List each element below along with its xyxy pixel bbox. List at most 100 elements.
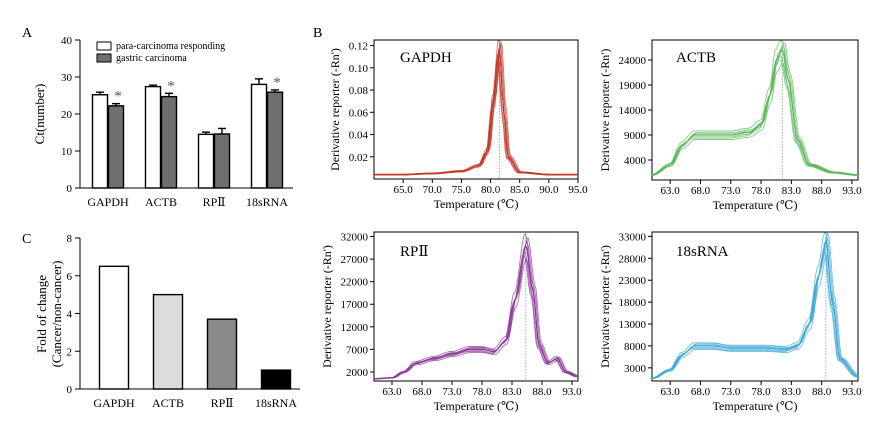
melt-18srna-ytick-label: 33000 <box>619 231 647 243</box>
panel-c-ytick-label: 4 <box>67 309 73 321</box>
panel-a-bar-gapdh-gastric-carcinoma <box>107 105 125 189</box>
panel-a-xtick-label: 18sRNA <box>246 195 288 209</box>
panel-a-bar-rp-para-carcinoma <box>197 133 215 189</box>
melt-rp-ytick-label: 12000 <box>341 322 369 334</box>
melt-18srna-curve <box>651 244 858 379</box>
melt-gapdh-ytick-label: 0.08 <box>349 85 369 97</box>
melt-rp-xtick-label: 93.0 <box>562 386 582 398</box>
melt-18srna-frame <box>651 231 859 382</box>
legend-swatch-para-carcinoma <box>96 41 112 51</box>
melt-gapdh-ytick-label: 0.12 <box>349 41 368 53</box>
panel-a-bar-gapdh-para-carcinoma <box>91 94 109 189</box>
melt-18srna-xlabel: Temperature (℃) <box>713 399 798 413</box>
melt-actb-xtick-label: 78.0 <box>751 185 771 197</box>
melt-actb-ytick-label: 24000 <box>619 55 647 67</box>
melt-18srna-curve <box>652 253 859 380</box>
panel-c-xtick-label: 18sRNA <box>255 396 297 410</box>
melt-actb-xtick-label: 93.0 <box>842 185 862 197</box>
panel-c-ylabel-line2: (Cancer/non-cancer) <box>49 261 64 368</box>
panel-c-xtick-label: ACTB <box>152 396 184 410</box>
panel-a-xtick-label: GAPDH <box>87 195 129 209</box>
panel-c-bar-18srna <box>260 369 292 390</box>
melt-18srna-title: 18sRNA <box>676 244 729 260</box>
melt-actb-xtick-label: 63.0 <box>661 185 681 197</box>
melt-18srna-xtick-label: 83.0 <box>782 386 802 398</box>
panel-c-bar-chart: Fold of change (Cancer/non-cancer) 0 2 4 6 8… <box>34 233 300 410</box>
melt-gapdh-curve <box>374 40 578 175</box>
melt-gapdh-ytick-label: 0.10 <box>349 63 369 75</box>
panel-a-bar-18srna-gastric-carcinoma <box>266 91 284 189</box>
panel-a-ytick-label: 0 <box>67 183 73 195</box>
panel-c-bar-rp <box>206 318 238 390</box>
melt-18srna-xtick-label: 68.0 <box>691 386 711 398</box>
melt-rp-ytick-label: 32000 <box>341 232 369 244</box>
melt-actb-curve <box>651 54 858 176</box>
panel-c-ylabel-line1: Fold of change <box>34 275 49 353</box>
melt-rp-ytick-label: 17000 <box>341 299 369 311</box>
panel-a-significance-star: * <box>273 75 281 91</box>
melt-rp-xtick-label: 63.0 <box>382 386 402 398</box>
melt-18srna-curve <box>651 251 858 379</box>
melt-rp-ytick-label: 7000 <box>346 344 369 356</box>
melt-18srna-ytick-label: 28000 <box>619 253 647 265</box>
melt-rp-ylabel: Derivative reporter (-Rn') <box>320 245 334 368</box>
panel-letter-c: C <box>22 232 31 247</box>
melt-rp-curve <box>374 259 579 380</box>
melt-actb-title: ACTB <box>676 50 716 66</box>
melt-18srna-ytick-label: 23000 <box>619 275 647 287</box>
panel-a-ytick-label: 20 <box>61 109 73 121</box>
panel-c-bar-gapdh <box>98 265 130 390</box>
legend-swatch-gastric-carcinoma <box>96 53 112 63</box>
melt-18srna-ytick-label: 3000 <box>624 363 647 375</box>
melt-curve-18srna: 63.0 68.0 73.0 78.0 83.0 88.0 93.0 3000 8000 1300… <box>598 231 862 413</box>
melt-gapdh-curve <box>374 53 578 176</box>
panel-a-significance-star: * <box>167 78 175 94</box>
panel-a-ytick-label: 30 <box>61 72 73 84</box>
panel-a-bar-chart: Ct(number) para-carcinoma responding gas… <box>32 35 293 209</box>
melt-actb-xtick-label: 88.0 <box>812 185 832 197</box>
melt-gapdh-ytick-label: 0.02 <box>349 152 368 164</box>
melt-actb-xlabel: Temperature (℃) <box>713 198 798 212</box>
panel-a-xtick-label: RPⅡ <box>203 195 226 209</box>
melt-actb-curve <box>652 41 859 176</box>
panel-c-ytick-label: 8 <box>67 233 73 245</box>
panel-a-ylabel: Ct(number) <box>32 84 47 145</box>
melt-gapdh-curve <box>374 62 578 176</box>
melt-gapdh-ytick-label: 0.06 <box>349 107 369 119</box>
melt-18srna-xtick-label: 88.0 <box>812 386 832 398</box>
melt-actb-ytick-label: 9000 <box>624 130 647 142</box>
melt-18srna-ylabel: Derivative reporter (-Rn') <box>598 245 612 368</box>
panel-a-ytick-label: 10 <box>61 146 73 158</box>
melt-actb-ytick-label: 19000 <box>619 80 647 92</box>
panel-c-ytick-label: 6 <box>67 271 73 283</box>
melt-actb-curve <box>651 58 858 176</box>
panel-a-legend: para-carcinoma responding gastric carcin… <box>96 41 225 64</box>
melt-gapdh-ytick-label: 0.04 <box>349 130 369 142</box>
melt-actb-curve <box>651 62 858 176</box>
panel-letter-b: B <box>313 26 322 41</box>
melt-actb-xtick-label: 83.0 <box>782 185 802 197</box>
melt-18srna-xtick-label: 78.0 <box>751 386 771 398</box>
melt-gapdh-xtick-label: 75.0 <box>452 184 472 196</box>
panel-c-ytick-label: 0 <box>67 384 73 396</box>
panel-a-significance-star: * <box>114 89 122 105</box>
melt-18srna-xtick-label: 63.0 <box>661 386 681 398</box>
melt-gapdh-xtick-label: 90.0 <box>539 184 559 196</box>
melt-actb-curve <box>651 40 859 176</box>
melt-gapdh-ylabel: Derivative reporter (-Rn') <box>328 48 342 171</box>
melt-rp-ytick-label: 2000 <box>346 367 369 379</box>
panel-letter-a: A <box>22 26 33 41</box>
melt-gapdh-title: GAPDH <box>400 50 452 66</box>
panel-a-bar-actb-gastric-carcinoma <box>160 95 178 189</box>
melt-actb-curve <box>651 48 858 176</box>
melt-gapdh-curve <box>374 47 578 176</box>
melt-18srna-ytick-label: 18000 <box>619 297 647 309</box>
panel-c-ytick-label: 2 <box>67 346 73 358</box>
panel-a-xtick-label: ACTB <box>145 195 177 209</box>
melt-actb-ylabel: Derivative reporter (-Rn') <box>598 49 612 172</box>
melt-curve-actb: 63.0 68.0 73.0 78.0 83.0 88.0 93.0 4000 9000 1400… <box>598 39 862 212</box>
melt-18srna-xtick-label: 73.0 <box>721 386 741 398</box>
melt-rp-curve <box>373 253 578 380</box>
melt-gapdh-curve <box>374 57 578 176</box>
